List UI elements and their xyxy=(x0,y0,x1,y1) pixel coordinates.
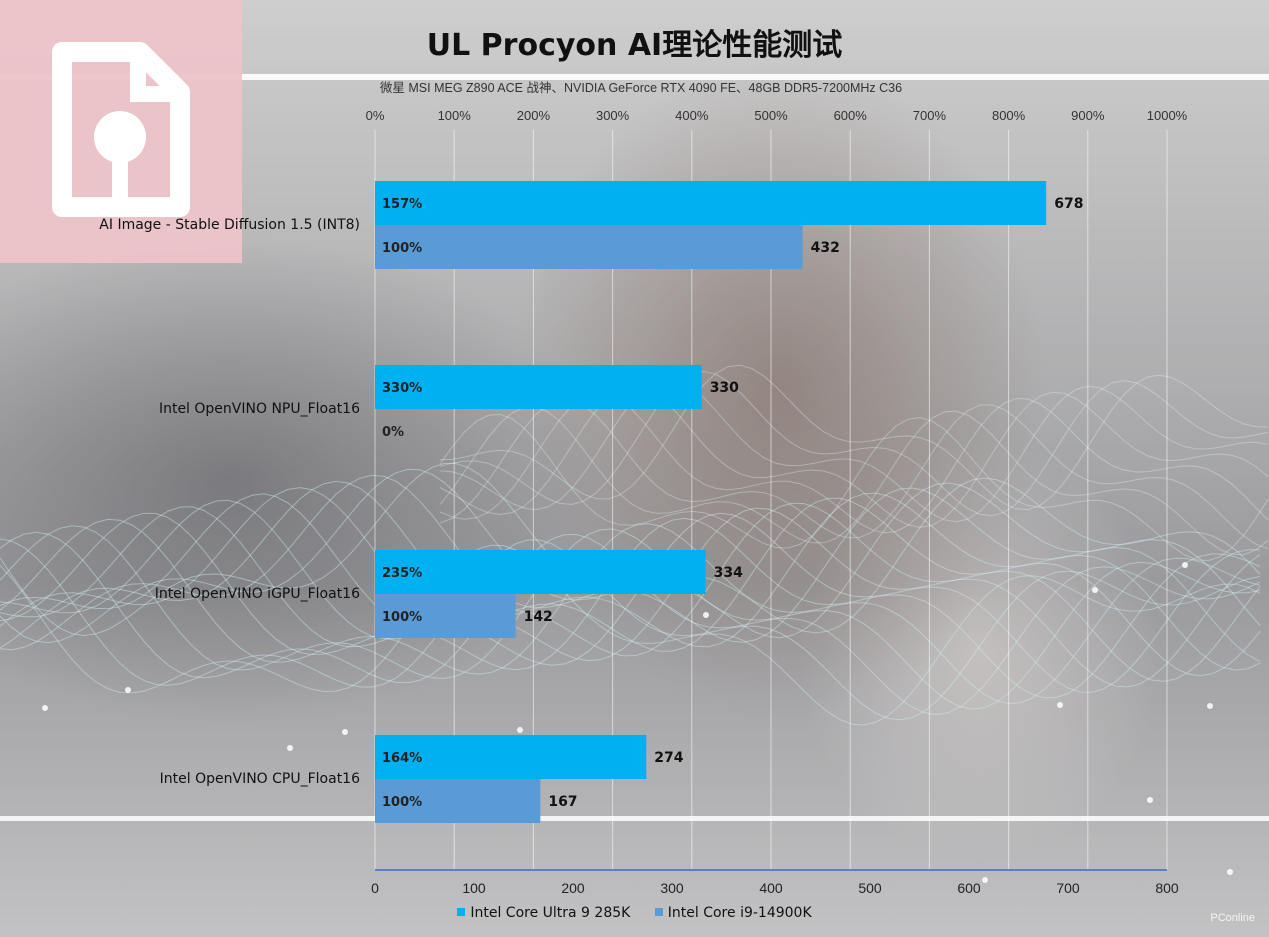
decor-dot xyxy=(1147,797,1153,803)
legend: Intel Core Ultra 9 285K Intel Core i9-14… xyxy=(0,905,1269,921)
x-axis-tick-label: 600 xyxy=(957,880,981,896)
bar-percent-label: 157% xyxy=(382,197,422,212)
decor-dot xyxy=(517,727,523,733)
bar-value-label: 330 xyxy=(710,380,739,396)
legend-item-series-2[interactable]: Intel Core i9-14900K xyxy=(654,905,812,921)
x-axis-tick-label: 300 xyxy=(660,880,684,896)
bar-percent-label: 100% xyxy=(382,795,422,810)
x-axis-tick-label: 0 xyxy=(371,880,379,896)
secondary-axis-tick-label: 1000% xyxy=(1147,108,1188,123)
decor-dot xyxy=(1207,703,1213,709)
bar-series-2 xyxy=(375,594,516,638)
secondary-axis-tick-label: 500% xyxy=(754,108,788,123)
bar-series-1 xyxy=(375,181,1047,225)
bar-percent-label: 100% xyxy=(382,610,422,625)
decor-dot xyxy=(342,729,348,735)
decor-dot xyxy=(1182,562,1188,568)
decor-wave xyxy=(439,364,1269,511)
bar-percent-label: 164% xyxy=(382,751,422,766)
x-axis-tick-label: 400 xyxy=(759,880,783,896)
bar-value-label: 142 xyxy=(524,609,553,625)
decor-dot xyxy=(1092,587,1098,593)
bar-value-label: 334 xyxy=(714,565,743,581)
decor-dot xyxy=(287,745,293,751)
decor-dot xyxy=(703,612,709,618)
decor-wave xyxy=(439,384,1269,528)
bar-series-1 xyxy=(375,550,706,594)
decor-wave xyxy=(439,370,1269,517)
watermark: PConline xyxy=(1210,912,1255,924)
decor-wave xyxy=(439,377,1269,523)
logo xyxy=(0,0,242,263)
decor-wave xyxy=(0,525,1261,710)
decor-wave xyxy=(439,413,1269,562)
bar-series-1 xyxy=(375,365,702,409)
secondary-axis-tick-label: 700% xyxy=(913,108,947,123)
decor-dot xyxy=(42,705,48,711)
decor-wave xyxy=(0,506,1261,693)
secondary-axis-tick-label: 100% xyxy=(438,108,472,123)
decor-wave xyxy=(0,538,1261,721)
decor-wave xyxy=(0,499,1261,688)
decor-wave xyxy=(0,480,1261,671)
decor-stripe-top xyxy=(0,74,1269,80)
secondary-axis-tick-label: 200% xyxy=(517,108,551,123)
chart-title: UL Procyon AI理论性能测试 xyxy=(426,28,843,63)
legend-label-series-1: Intel Core Ultra 9 285K xyxy=(470,905,631,921)
decor-dot xyxy=(1227,869,1233,875)
secondary-axis-tick-label: 300% xyxy=(596,108,630,123)
chart-subtitle: 微星 MSI MEG Z890 ACE 战神、NVIDIA GeForce RT… xyxy=(379,81,903,95)
decor-stripe-bottom xyxy=(0,816,1269,821)
x-axis-tick-label: 800 xyxy=(1155,880,1179,896)
bar-percent-label: 100% xyxy=(382,241,422,256)
secondary-axis-tick-label: 0% xyxy=(366,108,385,123)
legend-swatch-series-1 xyxy=(457,908,466,916)
bar-value-label: 678 xyxy=(1054,196,1083,212)
secondary-axis-tick-label: 900% xyxy=(1071,108,1105,123)
bar-value-label: 167 xyxy=(548,794,577,810)
secondary-axis-tick-label: 400% xyxy=(675,108,709,123)
x-axis-tick-label: 500 xyxy=(858,880,882,896)
legend-item-series-1[interactable]: Intel Core Ultra 9 285K xyxy=(457,905,630,921)
legend-swatch-series-2 xyxy=(654,908,663,916)
bar-percent-label: 235% xyxy=(382,566,422,581)
decor-dot xyxy=(982,877,988,883)
category-label: Intel OpenVINO CPU_Float16 xyxy=(160,771,360,787)
decor-dot xyxy=(1057,702,1063,708)
decor-wave xyxy=(0,493,1261,682)
x-axis-tick-label: 100 xyxy=(462,880,486,896)
x-axis-tick-label: 700 xyxy=(1056,880,1080,896)
secondary-axis-tick-label: 600% xyxy=(834,108,868,123)
category-label: Intel OpenVINO NPU_Float16 xyxy=(159,401,360,417)
bar-value-label: 432 xyxy=(811,240,840,256)
decor-wave xyxy=(0,487,1261,677)
decor-wave xyxy=(439,406,1269,556)
bar-series-1 xyxy=(375,735,647,779)
decor-dot xyxy=(125,687,131,693)
bar-percent-label: 330% xyxy=(382,381,422,396)
decor-wave xyxy=(0,544,1261,726)
bar-value-label: 274 xyxy=(654,750,683,766)
secondary-axis-tick-label: 800% xyxy=(992,108,1026,123)
x-axis-tick-label: 200 xyxy=(561,880,585,896)
category-label: Intel OpenVINO iGPU_Float16 xyxy=(155,586,360,602)
bar-percent-label: 0% xyxy=(382,425,404,440)
legend-label-series-2: Intel Core i9-14900K xyxy=(667,905,812,921)
bar-series-2 xyxy=(375,225,803,269)
category-label: AI Image - Stable Diffusion 1.5 (INT8) xyxy=(99,217,360,233)
bar-series-2 xyxy=(375,779,541,823)
document-keyhole-icon xyxy=(52,42,190,217)
decor-wave xyxy=(0,518,1261,705)
